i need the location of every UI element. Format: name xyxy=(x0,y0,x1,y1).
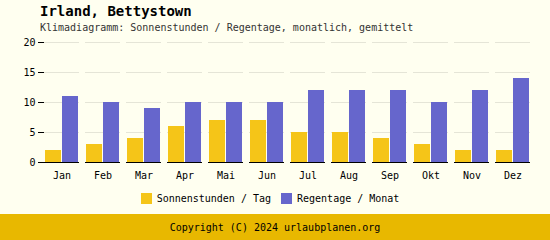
html-text:Irland, Bettystown: Irland, Bettystown xyxy=(40,3,192,19)
svg-text:Aug: Aug xyxy=(340,170,358,181)
svg-text:Nov: Nov xyxy=(463,170,481,181)
svg-text:Sep: Sep xyxy=(381,170,399,181)
svg-text:0: 0 xyxy=(29,157,35,168)
svg-text:10: 10 xyxy=(23,97,35,108)
svg-text:Mar: Mar xyxy=(135,170,153,181)
html-text:Klimadiagramm: Sonnenstunden /: Klimadiagramm: Sonnenstunden / Regentage… xyxy=(40,22,414,33)
svg-text:Feb: Feb xyxy=(94,170,112,181)
svg-text:Dez: Dez xyxy=(504,170,522,181)
html-text:Regentage / Monat: Regentage / Monat xyxy=(297,193,400,204)
svg-text:Apr: Apr xyxy=(176,170,194,181)
html-text:Sonnenstunden / Tag: Sonnenstunden / Tag xyxy=(156,193,271,204)
svg-text:Jun: Jun xyxy=(258,170,276,181)
svg-text:Mai: Mai xyxy=(217,170,235,181)
svg-text:Okt: Okt xyxy=(422,170,440,181)
svg-text:15: 15 xyxy=(23,67,35,78)
svg-text:5: 5 xyxy=(29,127,35,138)
svg-text:Jan: Jan xyxy=(53,170,71,181)
html-text:Copyright (C) 2024 urlaubplane: Copyright (C) 2024 urlaubplanen.org xyxy=(169,221,381,233)
svg-text:20: 20 xyxy=(23,37,35,48)
svg-text:Jul: Jul xyxy=(299,170,317,181)
